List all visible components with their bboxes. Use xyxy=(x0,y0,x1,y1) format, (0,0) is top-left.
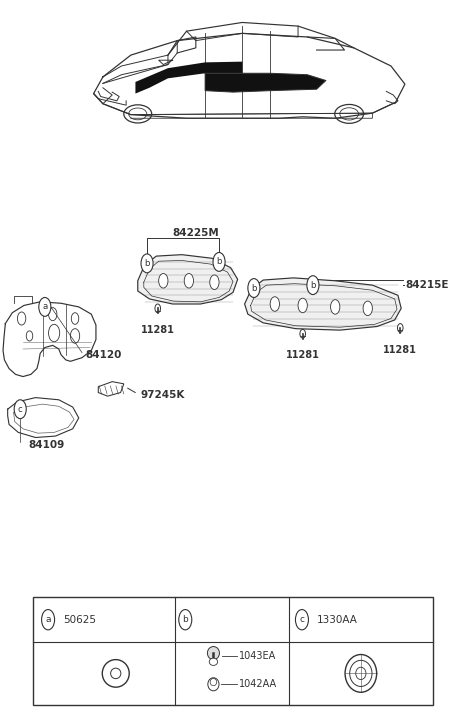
Text: 97245K: 97245K xyxy=(140,390,185,401)
Circle shape xyxy=(298,298,308,313)
Text: c: c xyxy=(300,615,304,624)
Text: 1330AA: 1330AA xyxy=(317,615,358,624)
Text: a: a xyxy=(42,302,48,311)
Text: 84215E: 84215E xyxy=(405,280,448,290)
Circle shape xyxy=(179,609,192,630)
Circle shape xyxy=(141,254,153,273)
Circle shape xyxy=(41,609,55,630)
Text: b: b xyxy=(144,259,150,268)
Text: b: b xyxy=(310,281,315,289)
Text: 11281: 11281 xyxy=(384,345,417,355)
Circle shape xyxy=(330,300,340,314)
Circle shape xyxy=(210,275,219,289)
Ellipse shape xyxy=(209,658,218,665)
Circle shape xyxy=(184,273,193,288)
Text: 1043EA: 1043EA xyxy=(239,651,276,661)
Circle shape xyxy=(213,252,225,271)
Ellipse shape xyxy=(208,678,219,691)
FancyBboxPatch shape xyxy=(33,597,433,704)
Text: b: b xyxy=(216,257,222,266)
Text: 84109: 84109 xyxy=(28,440,65,450)
Polygon shape xyxy=(136,62,242,94)
Circle shape xyxy=(270,297,280,311)
Text: b: b xyxy=(182,615,188,624)
Ellipse shape xyxy=(207,646,219,659)
Circle shape xyxy=(363,301,372,316)
Text: 84120: 84120 xyxy=(86,350,122,360)
Text: c: c xyxy=(18,405,22,414)
Text: 1042AA: 1042AA xyxy=(239,679,277,689)
Circle shape xyxy=(39,297,51,316)
Polygon shape xyxy=(245,278,401,330)
Text: a: a xyxy=(45,615,51,624)
Text: 11281: 11281 xyxy=(286,350,320,361)
Circle shape xyxy=(248,278,260,297)
Polygon shape xyxy=(205,73,326,92)
Circle shape xyxy=(295,609,308,630)
Text: 50625: 50625 xyxy=(63,615,96,624)
Circle shape xyxy=(14,400,26,419)
Polygon shape xyxy=(138,254,238,304)
Text: b: b xyxy=(251,284,257,292)
Text: 11281: 11281 xyxy=(141,325,175,335)
Text: 84225M: 84225M xyxy=(172,228,219,238)
Circle shape xyxy=(158,273,168,288)
Circle shape xyxy=(307,276,319,294)
